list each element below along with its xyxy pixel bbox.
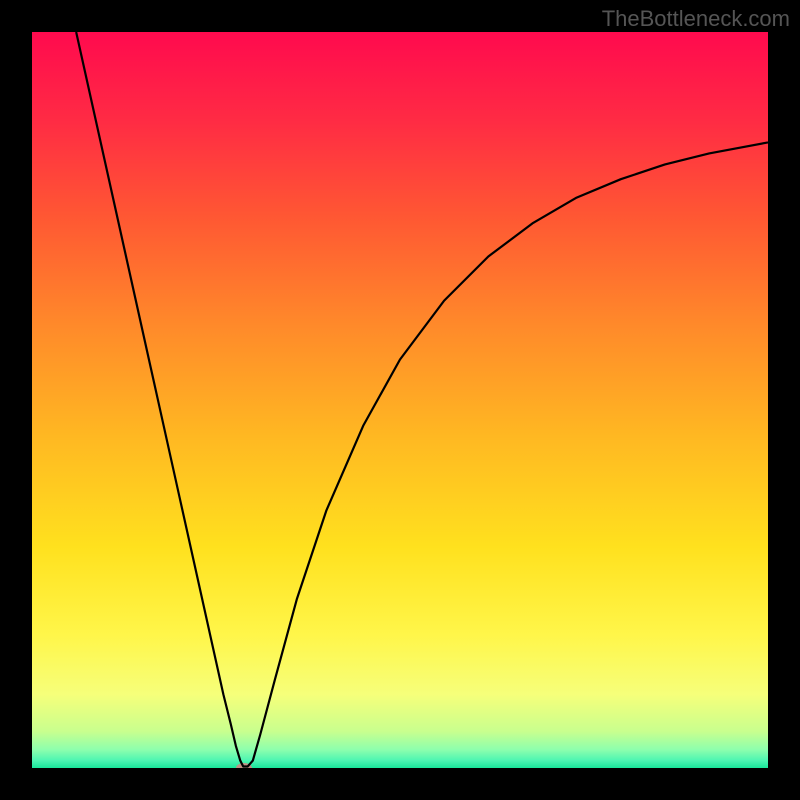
gradient-background [32,32,768,768]
watermark-text: TheBottleneck.com [602,6,790,32]
bottleneck-chart [32,32,768,768]
chart-frame: TheBottleneck.com [0,0,800,800]
